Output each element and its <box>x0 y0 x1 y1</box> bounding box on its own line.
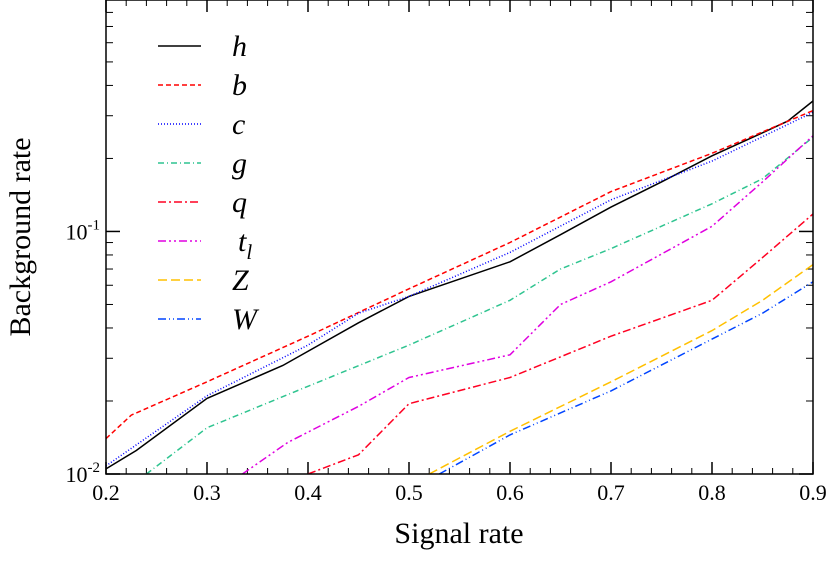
y-tick-label: 10-1 <box>66 217 101 244</box>
legend-label-g: g <box>232 147 247 180</box>
series-lines <box>106 100 813 474</box>
axis-ticks <box>105 0 814 475</box>
legend-label-q: q <box>232 186 247 219</box>
series-line-q <box>307 213 813 474</box>
series-line-g <box>145 136 813 474</box>
x-tick-label: 0.2 <box>92 480 120 505</box>
x-axis-label: Signal rate <box>394 517 523 550</box>
legend-label-h: h <box>232 30 247 63</box>
x-tick-label: 0.9 <box>799 480 827 505</box>
legend-label-W: W <box>232 303 260 336</box>
x-tick-label: 0.8 <box>698 480 726 505</box>
legend-label-tl: tl <box>238 225 252 264</box>
x-tick-label: 0.6 <box>496 480 524 505</box>
x-tick-label: 0.4 <box>294 480 322 505</box>
series-line-W <box>438 281 813 474</box>
series-line-b <box>106 109 813 440</box>
series-line-tl <box>241 135 813 474</box>
legend-label-Z: Z <box>232 264 249 297</box>
tick-labels: 0.2 0.3 0.4 0.5 0.6 0.7 0.8 0.9 10-2 10-1 <box>66 217 827 505</box>
series-line-h <box>106 100 813 470</box>
legend-label-b: b <box>232 69 247 102</box>
legend-label-c: c <box>232 108 245 141</box>
y-axis-label: Background rate <box>4 137 37 336</box>
x-tick-label: 0.7 <box>597 480 625 505</box>
plot-frame <box>105 0 814 475</box>
y-tick-label: 10-2 <box>66 460 101 487</box>
series-line-c <box>106 111 813 467</box>
x-tick-label: 0.5 <box>395 480 423 505</box>
series-line-Z <box>428 263 813 474</box>
x-tick-label: 0.3 <box>193 480 221 505</box>
